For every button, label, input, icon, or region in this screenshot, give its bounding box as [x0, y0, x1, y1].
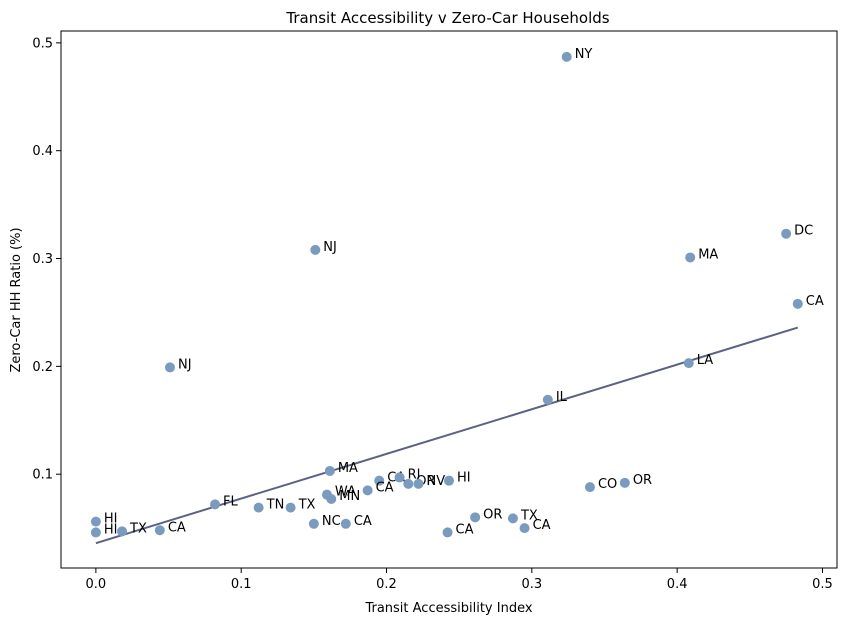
data-point	[117, 526, 128, 537]
data-point	[310, 244, 321, 255]
data-point	[413, 478, 424, 489]
x-tick-label: 0.2	[376, 577, 397, 592]
x-tick-label: 0.1	[231, 577, 252, 592]
y-tick-label: 0.1	[32, 468, 53, 483]
point-label: LA	[697, 353, 714, 368]
data-point	[324, 465, 335, 476]
data-point	[444, 475, 454, 486]
chart-title: Transit Accessibility v Zero-Car Househo…	[285, 9, 609, 27]
data-point	[90, 527, 101, 538]
data-point	[685, 252, 696, 263]
data-point	[154, 525, 165, 536]
point-label: TX	[298, 498, 316, 513]
point-label: MN	[339, 489, 360, 504]
point-label: NC	[322, 514, 341, 529]
data-point	[340, 518, 351, 529]
point-label: CA	[533, 518, 551, 533]
data-point	[519, 523, 530, 534]
point-label: HI	[104, 522, 118, 537]
data-point	[285, 502, 296, 513]
data-point	[210, 499, 221, 510]
point-label: OR	[633, 473, 652, 488]
point-label: WA	[335, 485, 356, 500]
point-label: CO	[598, 477, 617, 492]
y-tick-label: 0.4	[32, 144, 53, 159]
x-axis-title: Transit Accessibility Index	[364, 601, 532, 616]
data-point	[792, 298, 803, 309]
point-label: CA	[806, 294, 824, 309]
point-label: IL	[556, 390, 568, 405]
x-axis: 0.0 0.1 0.2 0.3 0.4 0.5	[86, 568, 833, 592]
data-point	[561, 51, 572, 62]
plot-frame	[60, 30, 838, 569]
data-point	[164, 362, 175, 373]
x-tick-label: 0.0	[86, 577, 107, 592]
data-point	[394, 472, 405, 483]
data-point	[619, 477, 630, 488]
point-label: CA	[456, 522, 474, 537]
point-label: MA	[698, 247, 718, 262]
data-point	[362, 485, 373, 496]
data-point	[374, 475, 385, 486]
data-point	[253, 502, 264, 513]
y-tick-label: 0.3	[32, 252, 53, 267]
point-label: OR	[483, 507, 502, 522]
point-label: NV	[426, 474, 445, 489]
y-axis: 0.1 0.2 0.3 0.4 0.5	[32, 36, 61, 483]
x-tick-label: 0.5	[812, 577, 833, 592]
data-point	[542, 394, 553, 405]
point-label: CA	[354, 514, 372, 529]
data-point	[507, 513, 518, 524]
data-point	[584, 482, 595, 493]
point-label: CA	[376, 480, 394, 495]
point-label: FL	[223, 494, 238, 509]
point-label: CA	[168, 520, 186, 535]
point-label: NJ	[323, 240, 337, 255]
point-label: RI	[408, 467, 421, 482]
point-label: TX	[129, 521, 147, 536]
point-label: NJ	[178, 357, 192, 372]
point-label: TN	[266, 498, 285, 513]
data-point	[442, 527, 453, 538]
point-label: HI	[104, 512, 118, 527]
point-label: DC	[794, 224, 813, 239]
x-tick-label: 0.3	[521, 577, 542, 592]
y-tick-label: 0.5	[32, 36, 53, 51]
data-point	[403, 478, 414, 489]
data-point	[326, 493, 337, 504]
data-point	[308, 518, 319, 529]
point-label: TX	[520, 508, 538, 523]
data-point	[470, 512, 481, 523]
data-point	[90, 516, 101, 527]
point-label: NY	[575, 47, 593, 62]
point-label: MA	[338, 461, 358, 476]
point-label: HI	[457, 471, 471, 486]
data-point	[781, 228, 792, 239]
data-point	[683, 358, 694, 369]
y-axis-title: Zero-Car HH Ratio (%)	[9, 227, 24, 372]
x-tick-label: 0.4	[667, 577, 688, 592]
y-tick-label: 0.2	[32, 360, 53, 375]
